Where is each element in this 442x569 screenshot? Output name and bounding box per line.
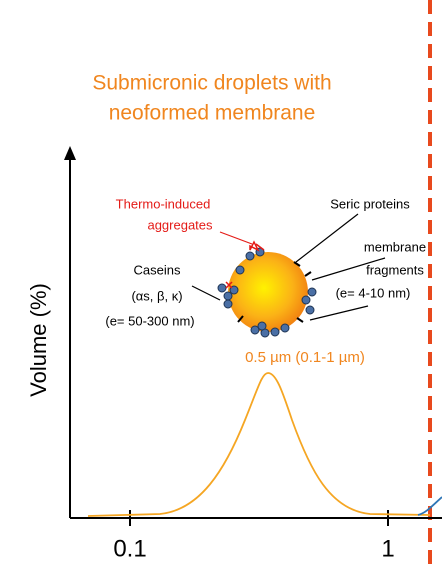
x-tick-label: 0.1 — [113, 535, 146, 562]
droplet — [218, 242, 316, 337]
annotation: Thermo-induced — [116, 196, 211, 211]
distribution-curve — [88, 373, 430, 516]
leader — [220, 232, 252, 244]
annotation: (e= 50-300 nm) — [105, 313, 194, 328]
title: Submicronic droplets with — [92, 72, 331, 95]
diagram: Submicronic droplets with neoformed memb… — [0, 0, 442, 569]
size-label: 0.5 µm (0.1-1 µm) — [245, 349, 365, 366]
annotation: membrane — [364, 239, 426, 254]
annotation: Caseins — [134, 262, 181, 277]
annotation: aggregates — [147, 217, 213, 232]
y-axis-label: Volume (%) — [26, 283, 51, 397]
annotation: (αs, β, κ) — [131, 288, 182, 303]
y-arrow — [64, 146, 76, 160]
annotation: (e= 4-10 nm) — [336, 285, 411, 300]
title: neoformed membrane — [109, 102, 316, 125]
x-tick-label: 1 — [381, 535, 394, 562]
annotation: fragments — [366, 262, 424, 277]
annotation: Seric proteins — [330, 196, 410, 211]
